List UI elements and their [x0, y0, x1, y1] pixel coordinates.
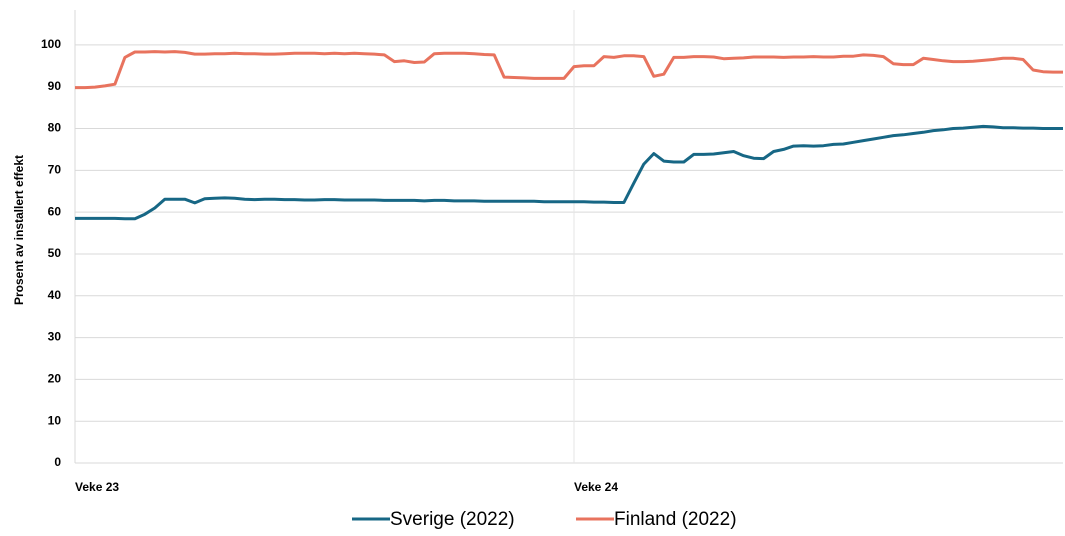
legend-label: Finland (2022) — [614, 509, 737, 530]
y-tick-label: 10 — [48, 413, 62, 427]
y-tick-label: 80 — [48, 121, 62, 135]
y-axis-label: Prosent av installert effekt — [12, 155, 26, 305]
y-tick-label: 0 — [54, 455, 61, 469]
y-tick-label: 60 — [48, 204, 62, 218]
legend-label: Sverige (2022) — [390, 509, 515, 530]
series-line — [75, 124, 1063, 221]
y-tick-label: 90 — [48, 79, 62, 93]
x-tick-label: Veke 24 — [574, 480, 618, 494]
x-tick-label: Veke 23 — [75, 480, 119, 494]
series-line — [75, 50, 1063, 90]
y-tick-label: 20 — [48, 372, 62, 386]
y-tick-label: 30 — [48, 330, 62, 344]
y-tick-label: 40 — [48, 288, 62, 302]
y-tick-label: 70 — [48, 163, 62, 177]
y-tick-label: 100 — [41, 37, 61, 51]
y-tick-label: 50 — [48, 246, 62, 260]
